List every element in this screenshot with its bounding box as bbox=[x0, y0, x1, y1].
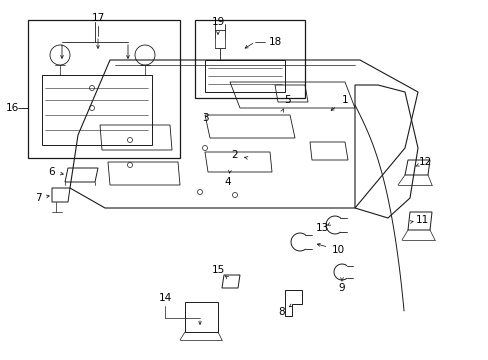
Text: 2: 2 bbox=[231, 150, 238, 160]
Text: 6: 6 bbox=[49, 167, 55, 177]
Text: 11: 11 bbox=[414, 215, 428, 225]
Text: 14: 14 bbox=[158, 293, 171, 303]
Bar bbox=[195, 20, 305, 98]
Text: 5: 5 bbox=[284, 95, 291, 105]
Text: 13: 13 bbox=[315, 223, 328, 233]
Text: 15: 15 bbox=[211, 265, 224, 275]
Text: 18: 18 bbox=[268, 37, 281, 47]
Text: 9: 9 bbox=[338, 283, 345, 293]
Text: 12: 12 bbox=[418, 157, 431, 167]
Bar bbox=[28, 20, 180, 158]
Text: 1: 1 bbox=[341, 95, 347, 105]
Text: 4: 4 bbox=[224, 177, 231, 187]
Text: 10: 10 bbox=[331, 245, 344, 255]
Text: 19: 19 bbox=[211, 17, 224, 27]
Text: 17: 17 bbox=[91, 13, 104, 23]
Text: 3: 3 bbox=[201, 113, 208, 123]
Text: 16: 16 bbox=[5, 103, 19, 113]
Text: 7: 7 bbox=[35, 193, 41, 203]
Text: 8: 8 bbox=[278, 307, 285, 317]
